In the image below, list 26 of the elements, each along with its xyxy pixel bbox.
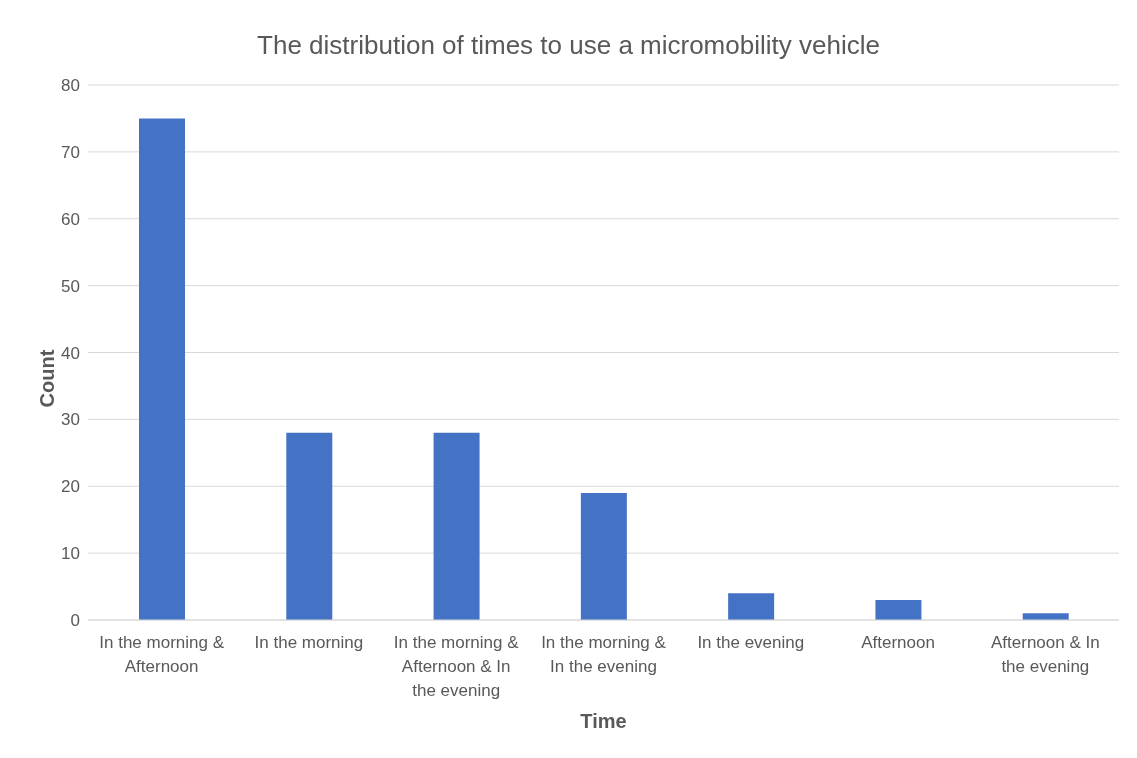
bar [433,432,480,620]
x-tick-label: Afternoon & In the evening [991,633,1100,676]
y-axis-title: Count [36,349,60,407]
y-tick-label: 30 [61,410,80,430]
x-tick-label: In the evening [697,633,805,652]
y-tick-label: 60 [61,209,80,229]
x-tick-label: In the morning [254,633,364,652]
y-tick-label: 70 [61,142,80,162]
y-tick-label: 10 [61,544,80,564]
bar [286,432,333,620]
bar [139,118,185,620]
x-axis-title: Time [579,710,628,733]
x-tick-label: In the morning & Afternoon & In the evening [393,633,520,700]
y-tick-label: 40 [61,343,80,363]
bar [1022,613,1069,620]
x-tick-label: In the morning & Afternoon [99,633,225,676]
y-tick-label: 50 [61,276,80,296]
x-tick-label: Afternoon [861,633,935,652]
chart-title: The distribution of times to use a micromobility vehicle [256,30,881,61]
y-tick-label: 0 [70,611,80,631]
bar [728,593,775,620]
bar [580,492,627,620]
y-tick-label: 80 [61,76,80,96]
x-tick-label: In the morning & In the evening [541,633,667,676]
bar [875,599,922,620]
y-tick-label: 20 [61,477,80,497]
